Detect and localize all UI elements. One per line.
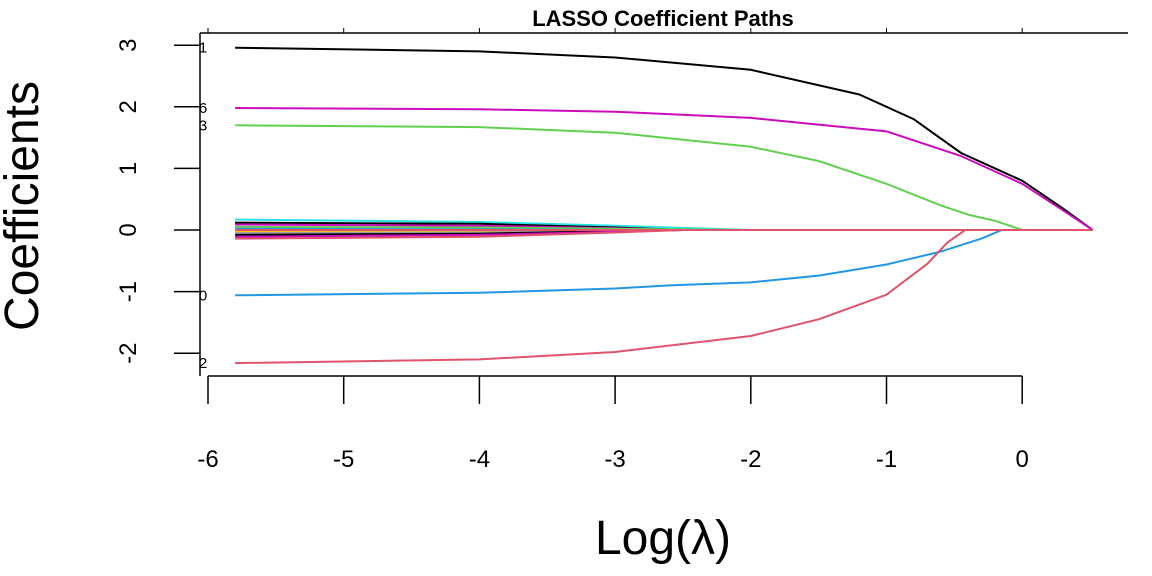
x-tick-label: -4 — [469, 446, 490, 473]
y-tick-label: 1 — [115, 162, 142, 175]
x-tick-label: -6 — [197, 446, 218, 473]
series-line — [235, 107, 1094, 231]
y-axis: -2 -1 0 1 2 3 — [115, 39, 200, 364]
y-tick-label: -2 — [115, 343, 142, 364]
series-label: 1 — [199, 40, 207, 57]
x-tick-label: -2 — [740, 446, 761, 473]
x-tick-label: -5 — [333, 446, 354, 473]
series-line — [235, 229, 1093, 365]
series-label: 2 — [199, 355, 207, 372]
series-layer — [235, 46, 1094, 365]
series-label: 3 — [199, 117, 207, 134]
y-tick-label: 2 — [115, 100, 142, 113]
y-tick-label: -1 — [115, 281, 142, 302]
path-labels: 1 63 0 2 — [199, 40, 207, 372]
series-label: 0 — [199, 287, 207, 304]
series-label: 6 — [199, 100, 207, 117]
x-tick-label: 0 — [1016, 446, 1029, 473]
series-line — [235, 46, 1094, 231]
x-tick-label: -3 — [604, 446, 625, 473]
y-tick-label: 0 — [115, 223, 142, 236]
series-line — [235, 229, 1093, 297]
x-tick-label: -1 — [876, 446, 897, 473]
plot-frame — [199, 28, 1128, 376]
y-tick-label: 3 — [115, 39, 142, 52]
series-line — [235, 124, 1093, 231]
chart-title: LASSO Coefficient Paths — [532, 6, 794, 31]
y-axis-title: Coefficients — [0, 81, 49, 331]
x-axis-title: Log(λ) — [595, 512, 731, 565]
x-axis: -6 -5 -4 -3 -2 -1 0 — [197, 375, 1029, 473]
